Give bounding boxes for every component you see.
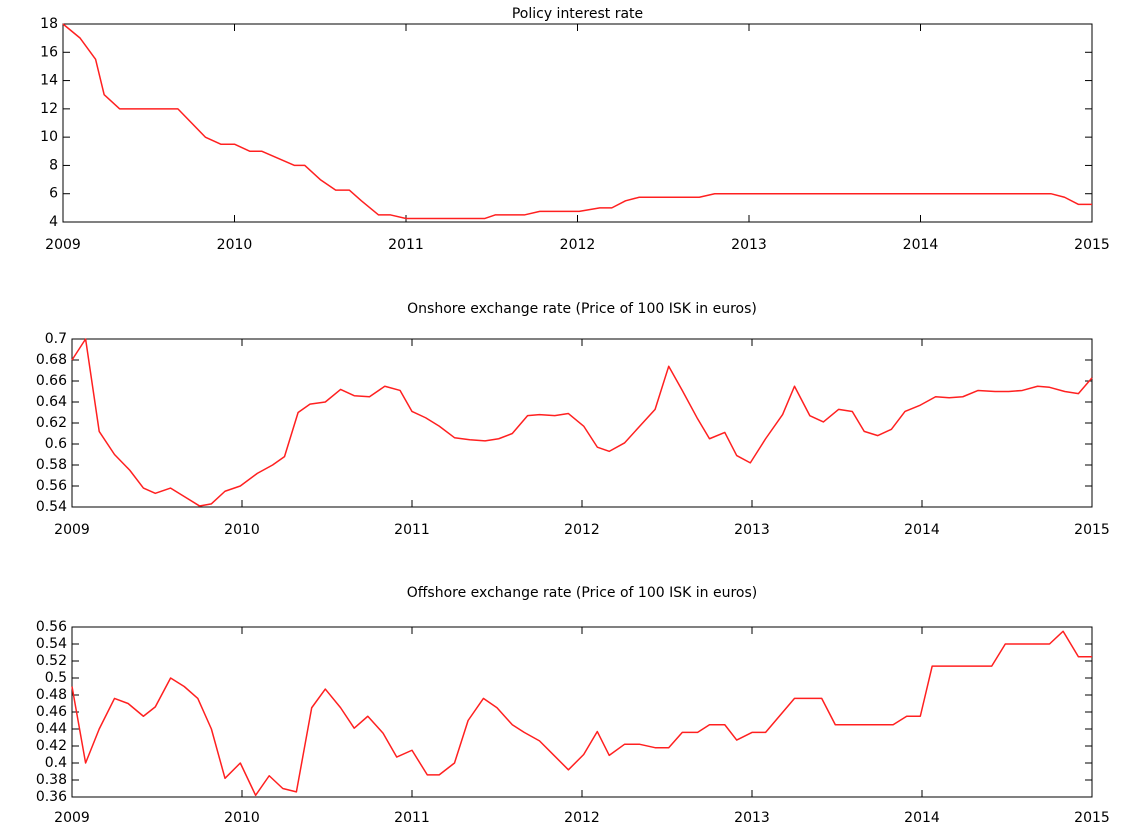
chart-title: Offshore exchange rate (Price of 100 ISK… xyxy=(407,585,757,601)
x-tick-label: 2012 xyxy=(560,237,596,253)
y-tick-label: 0.52 xyxy=(36,653,67,669)
data-line xyxy=(62,23,1092,220)
plot-frame xyxy=(71,338,1093,508)
x-tick-label: 2009 xyxy=(45,237,81,253)
y-tick-label: 0.56 xyxy=(36,478,67,494)
x-tick-label: 2015 xyxy=(1074,522,1110,538)
y-tick-label: 0.6 xyxy=(45,436,67,452)
y-tick-label: 16 xyxy=(40,44,58,60)
x-tick-label: 2012 xyxy=(564,522,600,538)
x-tick-label: 2015 xyxy=(1074,237,1110,253)
x-tick-label: 2014 xyxy=(903,237,939,253)
y-tick-label: 0.42 xyxy=(36,738,67,754)
y-tick-label: 0.54 xyxy=(36,499,67,515)
x-tick-label: 2013 xyxy=(734,522,770,538)
y-tick-label: 0.36 xyxy=(36,789,67,805)
y-tick-label: 0.68 xyxy=(36,352,67,368)
y-tick-label: 0.54 xyxy=(36,636,67,652)
y-tick-label: 0.58 xyxy=(36,457,67,473)
y-tick-label: 0.44 xyxy=(36,721,67,737)
y-tick-label: 12 xyxy=(40,101,58,117)
y-tick-label: 0.48 xyxy=(36,687,67,703)
y-tick-label: 18 xyxy=(40,16,58,32)
chart-title: Policy interest rate xyxy=(512,6,643,22)
x-tick-label: 2014 xyxy=(904,810,940,826)
x-tick-label: 2014 xyxy=(904,522,940,538)
y-tick-label: 0.62 xyxy=(36,415,67,431)
x-tick-label: 2009 xyxy=(54,522,90,538)
y-tick-label: 6 xyxy=(49,186,58,202)
y-tick-label: 4 xyxy=(49,214,58,230)
y-tick-label: 10 xyxy=(40,129,58,145)
x-tick-label: 2013 xyxy=(731,237,767,253)
plot-frame xyxy=(62,23,1093,223)
y-tick-label: 8 xyxy=(49,157,58,173)
x-tick-label: 2015 xyxy=(1074,810,1110,826)
y-tick-label: 0.5 xyxy=(45,670,67,686)
x-tick-label: 2010 xyxy=(224,810,260,826)
x-tick-label: 2011 xyxy=(394,810,430,826)
x-tick-label: 2011 xyxy=(388,237,424,253)
x-tick-label: 2012 xyxy=(564,810,600,826)
y-tick-label: 0.64 xyxy=(36,394,67,410)
y-tick-label: 0.38 xyxy=(36,772,67,788)
y-tick-label: 0.66 xyxy=(36,373,67,389)
chart-title: Onshore exchange rate (Price of 100 ISK … xyxy=(407,301,757,317)
data-line xyxy=(71,630,1092,797)
x-tick-label: 2013 xyxy=(734,810,770,826)
plot-frame xyxy=(71,626,1093,798)
x-tick-label: 2010 xyxy=(217,237,253,253)
y-tick-label: 14 xyxy=(40,73,58,89)
y-tick-label: 0.7 xyxy=(45,331,67,347)
data-line xyxy=(71,338,1093,507)
x-tick-label: 2010 xyxy=(224,522,260,538)
x-tick-label: 2009 xyxy=(54,810,90,826)
y-tick-label: 0.46 xyxy=(36,704,67,720)
y-tick-label: 0.4 xyxy=(45,755,67,771)
y-tick-label: 0.56 xyxy=(36,619,67,635)
x-tick-label: 2011 xyxy=(394,522,430,538)
